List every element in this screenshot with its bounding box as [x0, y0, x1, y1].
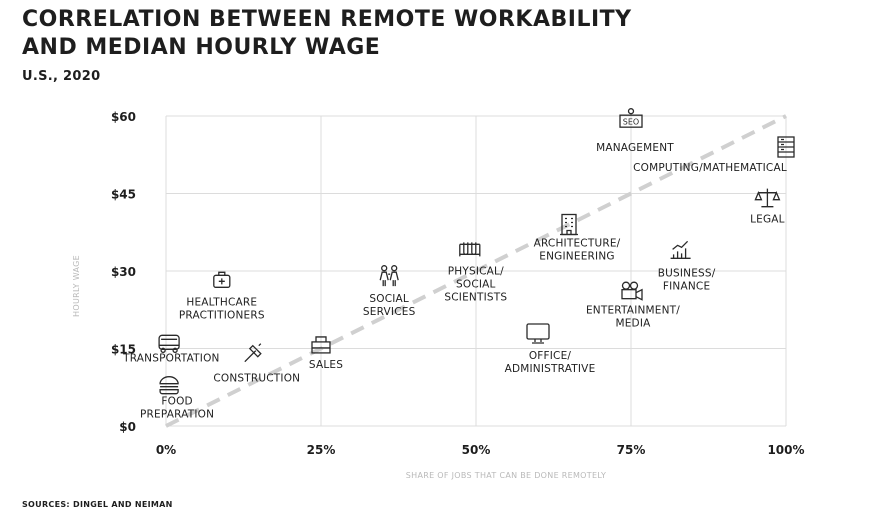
chart-title-line-2: AND MEDIAN HOURLY WAGE [22, 35, 381, 60]
film-camera-icon [621, 281, 643, 301]
data-point: CONSTRUCTION [213, 343, 300, 385]
seo-presenter-icon: SEO [619, 108, 643, 128]
data-point-label: MANAGEMENT [596, 142, 674, 154]
data-point-label: SCIENTISTS [444, 291, 507, 303]
y-tick-label: $30 [111, 265, 136, 279]
data-point-label: CONSTRUCTION [213, 373, 300, 385]
data-point-label: ENGINEERING [539, 251, 614, 263]
data-point: BUSINESS/FINANCE [658, 240, 716, 292]
data-point-label: FOOD [161, 396, 192, 408]
hammer-icon [244, 343, 262, 363]
x-tick-label: 0% [156, 443, 176, 457]
chart-title-line-1: CORRELATION BETWEEN REMOTE WORKABILITY [22, 7, 632, 32]
data-point-label: PHYSICAL/ [448, 265, 504, 277]
data-point: LEGAL [750, 188, 785, 226]
data-point-label: HEALTHCARE [186, 296, 257, 308]
data-point-label: PREPARATION [140, 409, 214, 421]
data-point-label: BUSINESS/ [658, 267, 716, 279]
bar-chart-icon [670, 240, 691, 259]
x-tick-label: 50% [462, 443, 491, 457]
data-point-label: SOCIAL [456, 278, 496, 290]
svg-text:SEO: SEO [623, 118, 639, 127]
bus-icon [158, 334, 180, 353]
data-point-label: ADMINISTRATIVE [505, 363, 596, 375]
x-axis-label: SHARE OF JOBS THAT CAN BE DONE REMOTELY [406, 471, 606, 480]
chart-title: CORRELATION BETWEEN REMOTE WORKABILITY A… [22, 6, 632, 62]
y-tick-label: $45 [111, 188, 136, 202]
data-point-label: COMPUTING/MATHEMATICAL [633, 162, 787, 174]
data-point-label: ARCHITECTURE/ [534, 238, 621, 250]
data-point-label: PRACTITIONERS [179, 309, 265, 321]
x-tick-label: 25% [307, 443, 336, 457]
data-point: ARCHITECTURE/ENGINEERING [534, 213, 621, 263]
data-point-label: TRANSPORTATION [122, 352, 220, 364]
y-tick-label: $60 [111, 110, 136, 124]
monitor-icon [526, 323, 550, 344]
data-point: OFFICE/ADMINISTRATIVE [505, 323, 596, 375]
scatter-chart: $0 $15 $30 $45 $60 0% 25% 50% 75% 100% SHARE OF JO… [72, 108, 805, 480]
data-point-label: SERVICES [363, 306, 416, 318]
building-icon [560, 213, 578, 236]
cash-register-icon [311, 336, 331, 354]
first-aid-kit-icon [213, 271, 231, 288]
server-icon [777, 136, 795, 158]
data-point-label: LEGAL [750, 214, 785, 226]
people-icon [379, 265, 399, 287]
data-point: SEO MANAGEMENT [596, 108, 674, 154]
source-note: SOURCES: DINGEL AND NEIMAN [22, 500, 173, 509]
data-point: SALES [309, 336, 343, 371]
y-tick-label: $0 [119, 420, 136, 434]
data-point-label: SOCIAL [369, 293, 409, 305]
test-tubes-icon [459, 242, 481, 257]
y-tick-label: $15 [111, 343, 136, 357]
data-point-label: OFFICE/ [529, 350, 572, 362]
burger-icon [159, 376, 179, 395]
data-point-label: SALES [309, 359, 343, 371]
x-tick-label: 75% [617, 443, 646, 457]
y-axis-label: HOURLY WAGE [72, 255, 81, 317]
data-point: TRANSPORTATION [122, 334, 220, 364]
data-point-label: ENTERTAINMENT/ [586, 305, 680, 317]
data-point: ENTERTAINMENT/MEDIA [586, 281, 680, 330]
trendline [165, 114, 787, 428]
data-point-label: FINANCE [663, 280, 710, 292]
data-point: COMPUTING/MATHEMATICAL [633, 136, 795, 174]
data-point-label: MEDIA [615, 318, 651, 330]
scales-icon [754, 188, 781, 208]
x-tick-label: 100% [767, 443, 804, 457]
chart-subtitle: U.S., 2020 [22, 69, 101, 84]
